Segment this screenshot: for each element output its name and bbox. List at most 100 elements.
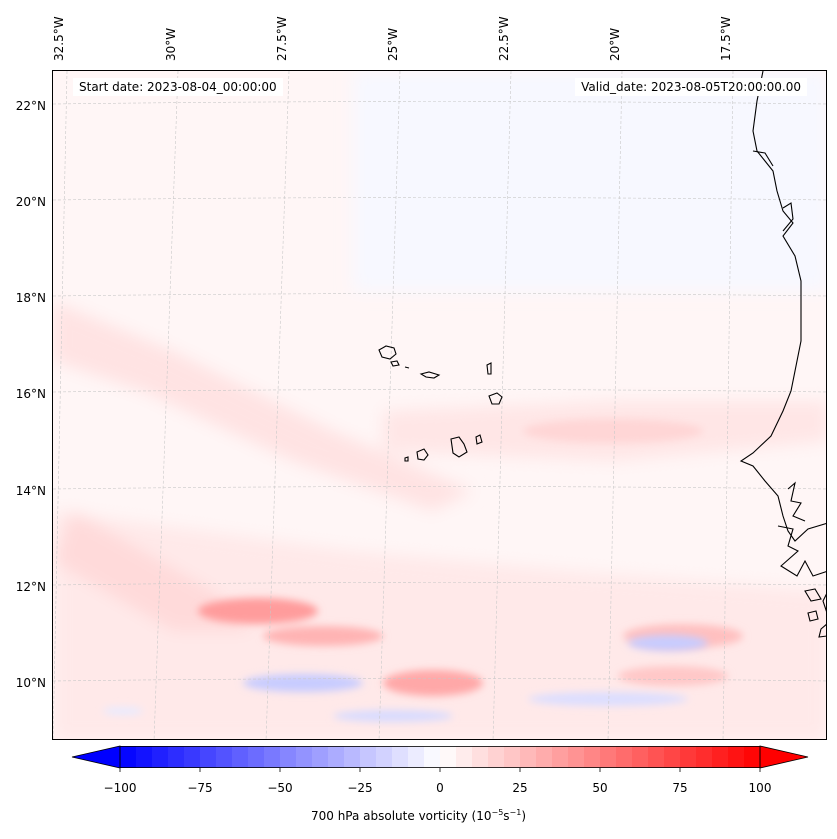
colorbar-tick-label: 50	[592, 781, 608, 795]
map-panel	[52, 70, 827, 740]
coast-mauritania-senegal	[739, 71, 826, 542]
colorbar-segment	[120, 746, 137, 768]
band-south-west	[53, 511, 253, 631]
colorbar-segment	[488, 746, 505, 768]
colorbar-extend-min	[71, 745, 121, 769]
valid-date-label: Valid_date: 2023-08-05T20:00:00.00	[575, 78, 807, 96]
vorticity-map	[53, 71, 826, 739]
colorbar-segment	[296, 746, 313, 768]
colorbar-segment	[360, 746, 377, 768]
colorbar-segment	[728, 746, 745, 768]
coast-conakry	[818, 623, 826, 638]
colorbar-tick-label: −100	[103, 781, 137, 795]
colorbar-segment	[648, 746, 665, 768]
lon-label-22-5w: 22.5°W	[497, 16, 511, 61]
colorbar-tick-label: −25	[347, 781, 373, 795]
core-28w-11-5n	[198, 598, 318, 624]
lat-label-10n: 10°N	[15, 676, 46, 690]
colorbar-segment	[664, 746, 681, 768]
colorbar-segment	[600, 746, 617, 768]
positive-vorticity-cores	[198, 419, 743, 696]
lat-label-12n: 12°N	[15, 580, 46, 594]
colorbar-segment	[744, 746, 761, 768]
colorbar-tick-label: −75	[187, 781, 213, 795]
island-boa-vista	[488, 392, 503, 405]
colorbar-segment	[184, 746, 201, 768]
core-18w-10n	[618, 666, 728, 686]
colorbar-segment	[504, 746, 521, 768]
field-faint-blue-north	[353, 71, 826, 291]
lon-label-27-5w: 27.5°W	[275, 16, 289, 61]
core-26w-11n	[263, 626, 383, 646]
colorbar-segment	[232, 746, 249, 768]
island-maio	[475, 434, 483, 445]
lat-label-22n: 22°N	[15, 99, 46, 113]
african-coastline	[739, 71, 826, 638]
lon-label-17-5w: 17.5°W	[719, 16, 733, 61]
colorbar-segment	[408, 746, 425, 768]
colorbar-segment	[216, 746, 233, 768]
colorbar-segment	[168, 746, 185, 768]
island-santa-luzia	[404, 366, 410, 369]
coast-cap-vert-gambia	[787, 481, 806, 522]
band-nw-diagonal	[53, 301, 473, 511]
negative-vorticity-areas	[103, 635, 708, 722]
coast-bijagos-2	[807, 610, 819, 622]
colorbar-label: 700 hPa absolute vorticity (10−5s−1)	[310, 808, 527, 823]
colorbar-segment	[344, 746, 361, 768]
colorbar-segment	[200, 746, 217, 768]
coast-guinea-bissau	[777, 525, 826, 577]
colorbar-segment	[248, 746, 265, 768]
colorbar-segment	[616, 746, 633, 768]
lat-label-18n: 18°N	[15, 291, 46, 305]
coast-bijagos-1	[804, 588, 822, 602]
lat-label-14n: 14°N	[15, 484, 46, 498]
colorbar-segment	[424, 746, 441, 768]
cape-verde-islands	[378, 345, 503, 462]
lon-label-25w: 25°W	[386, 27, 400, 61]
colorbar-extend-max	[759, 745, 809, 769]
colorbar-segment	[376, 746, 393, 768]
lon-label-20w: 20°W	[608, 27, 622, 61]
colorbar-segment	[264, 746, 281, 768]
colorbar-tick-label: 100	[748, 781, 772, 795]
core-central-15n	[523, 419, 703, 443]
neg-27w-10n	[243, 674, 363, 692]
colorbar-segment	[440, 746, 457, 768]
neg-25w-9-5n	[333, 710, 453, 722]
colorbar-outline	[119, 746, 761, 768]
start-date-label: Start date: 2023-08-04_00:00:00	[73, 78, 283, 96]
island-sao-vicente	[390, 360, 400, 367]
neg-20-5w-10-5n	[628, 635, 708, 651]
lon-label-30w: 30°W	[164, 27, 178, 61]
island-sao-nicolau	[419, 371, 441, 379]
colorbar-tick-label: 0	[436, 781, 444, 795]
colorbar-segment	[280, 746, 297, 768]
colorbar-segments	[120, 746, 761, 768]
colorbar-segment	[552, 746, 569, 768]
neg-32w-9n	[103, 707, 143, 715]
coast-guinea	[822, 593, 826, 612]
colorbar-segment	[392, 746, 409, 768]
lat-label-16n: 16°N	[15, 387, 46, 401]
colorbar-segment	[680, 746, 697, 768]
island-santiago	[450, 436, 468, 458]
coast-dakhla	[782, 202, 794, 232]
lat-label-20n: 20°N	[15, 195, 46, 209]
colorbar-segment	[312, 746, 329, 768]
colorbar-segment	[472, 746, 489, 768]
colorbar-tick-label: −50	[267, 781, 293, 795]
colorbar-segment	[568, 746, 585, 768]
lon-label-32-5w: 32.5°W	[52, 16, 66, 61]
colorbar-segment	[136, 746, 153, 768]
core-24w-10n	[383, 670, 483, 696]
colorbar-ticks	[119, 768, 761, 772]
island-brava	[404, 456, 409, 462]
colorbar-tick-label: 25	[512, 781, 528, 795]
colorbar-segment	[456, 746, 473, 768]
colorbar-segment	[584, 746, 601, 768]
colorbar-segment	[520, 746, 537, 768]
island-fogo	[416, 448, 429, 461]
colorbar-segment	[536, 746, 553, 768]
island-santo-antao	[378, 345, 397, 360]
